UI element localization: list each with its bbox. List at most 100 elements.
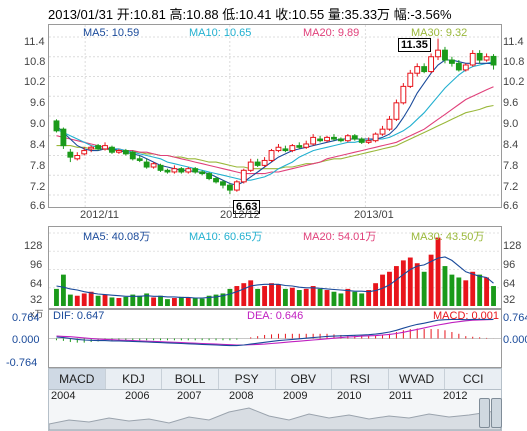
date-tick: 2012/12 <box>220 209 260 221</box>
tab-kdj[interactable]: KDJ <box>106 369 163 389</box>
price-ytick: 6.6 <box>30 200 46 212</box>
candle-body <box>337 138 344 142</box>
candle-body <box>192 168 199 173</box>
volume-bar <box>428 254 434 306</box>
candle-body <box>303 143 310 148</box>
low-label: 低: <box>222 7 239 22</box>
price-ytick-right: 8.4 <box>503 139 519 151</box>
open-label: 开: <box>116 7 134 22</box>
tab-boll[interactable]: BOLL <box>162 369 219 389</box>
volume-bar <box>435 237 441 306</box>
tab-rsi[interactable]: RSI <box>332 369 389 389</box>
price-panel[interactable]: MA5: 10.59 MA10: 10.65 MA20: 9.89 MA30: … <box>48 24 502 214</box>
vol-ytick: 32 <box>30 294 43 306</box>
volume-bar <box>178 296 184 306</box>
quote-header: 2013/01/31 开:10.81 高:10.88 低:10.41 收:10.… <box>48 4 452 23</box>
volume-chart <box>49 232 501 306</box>
price-ytick-right: 7.8 <box>503 160 519 172</box>
candle-body <box>414 66 421 74</box>
tab-cci[interactable]: CCI <box>462 372 484 386</box>
volume-bar <box>393 266 399 306</box>
candle-body <box>372 133 379 142</box>
candle-body <box>115 150 122 153</box>
price-ytick: 10.8 <box>24 56 46 68</box>
volume-bar <box>303 288 309 306</box>
volume-bar <box>241 283 247 306</box>
timeline-navigator[interactable]: 2004 2006 2007 2008 2009 2010 2011 2012 <box>48 389 502 431</box>
volume-bar <box>109 297 115 306</box>
price-ytick-right: 6.6 <box>503 200 519 212</box>
volume-bar <box>137 295 143 306</box>
volume-bar <box>296 290 302 306</box>
macd-ytick: 0.000 <box>12 334 40 346</box>
vol-ma20-label: MA20: 54.01万 <box>303 231 377 243</box>
volume-bar <box>60 274 66 306</box>
dif-line <box>56 318 494 347</box>
volume-bar <box>310 286 316 306</box>
vol-ytick-right: 128 <box>503 240 522 252</box>
volume-bar <box>463 280 469 306</box>
candle-body <box>289 145 296 152</box>
dif-label: DIF: 0.647 <box>53 310 105 322</box>
tab-psy[interactable]: PSY <box>219 369 276 389</box>
volume-bar <box>262 286 268 306</box>
vol-ytick-right: 64 <box>503 278 516 290</box>
volume-bar <box>130 294 136 306</box>
volume-bar <box>74 295 80 306</box>
candle-body <box>483 56 490 61</box>
volume-bar <box>102 294 108 306</box>
candle-body <box>102 145 108 150</box>
range-handle-left[interactable] <box>479 398 490 428</box>
low-value: 10.41 <box>238 7 272 22</box>
candle-body <box>344 135 351 142</box>
volume-bar <box>67 294 73 306</box>
tab-wvad[interactable]: WVAD <box>389 369 446 389</box>
candle-body <box>358 138 365 143</box>
candle-body <box>109 146 115 153</box>
volume-bar <box>171 298 177 306</box>
candle-body <box>407 72 414 87</box>
candle-body <box>171 168 178 173</box>
volume-bar <box>317 288 323 306</box>
price-ytick-right: 10.2 <box>503 76 525 88</box>
volume-bar <box>81 293 87 306</box>
price-ma20-label: MA20: 9.89 <box>303 27 360 39</box>
candle-body <box>150 163 157 168</box>
candle-body <box>220 181 226 186</box>
candle-body <box>247 161 254 171</box>
macd-chart <box>49 318 501 347</box>
ma20-line <box>56 86 494 175</box>
tab-obv[interactable]: OBV <box>276 369 333 389</box>
vol-ma5-line <box>56 256 494 299</box>
price-ma10-label: MA10: 10.65 <box>189 27 252 39</box>
ma5-line <box>56 59 494 186</box>
tab-macd[interactable]: MACD <box>49 369 106 389</box>
volume-bar <box>373 283 379 306</box>
volume-bar <box>255 288 261 306</box>
price-ytick-right: 10.8 <box>503 56 525 68</box>
volume-bar <box>456 277 462 306</box>
candle-body <box>233 181 240 191</box>
volume-bar <box>380 274 385 306</box>
candle-body <box>185 168 192 173</box>
volume-panel[interactable]: MA5: 40.08万 MA10: 60.65万 MA20: 54.01万 MA… <box>48 226 502 309</box>
candle-body <box>428 56 435 73</box>
volume-bar <box>331 291 337 306</box>
vol-ma5-label: MA5: 40.08万 <box>83 231 151 243</box>
candle-body <box>324 136 330 142</box>
range-handle-right[interactable] <box>491 398 502 428</box>
macd-panel[interactable]: DIF: 0.647 DEA: 0.646 MACD: 0.001 <box>48 309 502 368</box>
candle-body <box>490 55 497 66</box>
volume-bar <box>366 290 372 306</box>
candle-body <box>129 151 136 160</box>
candle-body <box>206 173 213 180</box>
quote-date: 2013/01/31 <box>48 7 114 22</box>
vol-ytick: 96 <box>30 259 43 271</box>
candle-body <box>379 128 386 135</box>
volume-bar <box>407 257 413 306</box>
volume-bar <box>165 299 170 306</box>
candle-body <box>386 118 393 130</box>
high-marker: 11.35 <box>398 38 431 52</box>
close-label: 收: <box>275 7 292 22</box>
candle-body <box>53 120 60 132</box>
